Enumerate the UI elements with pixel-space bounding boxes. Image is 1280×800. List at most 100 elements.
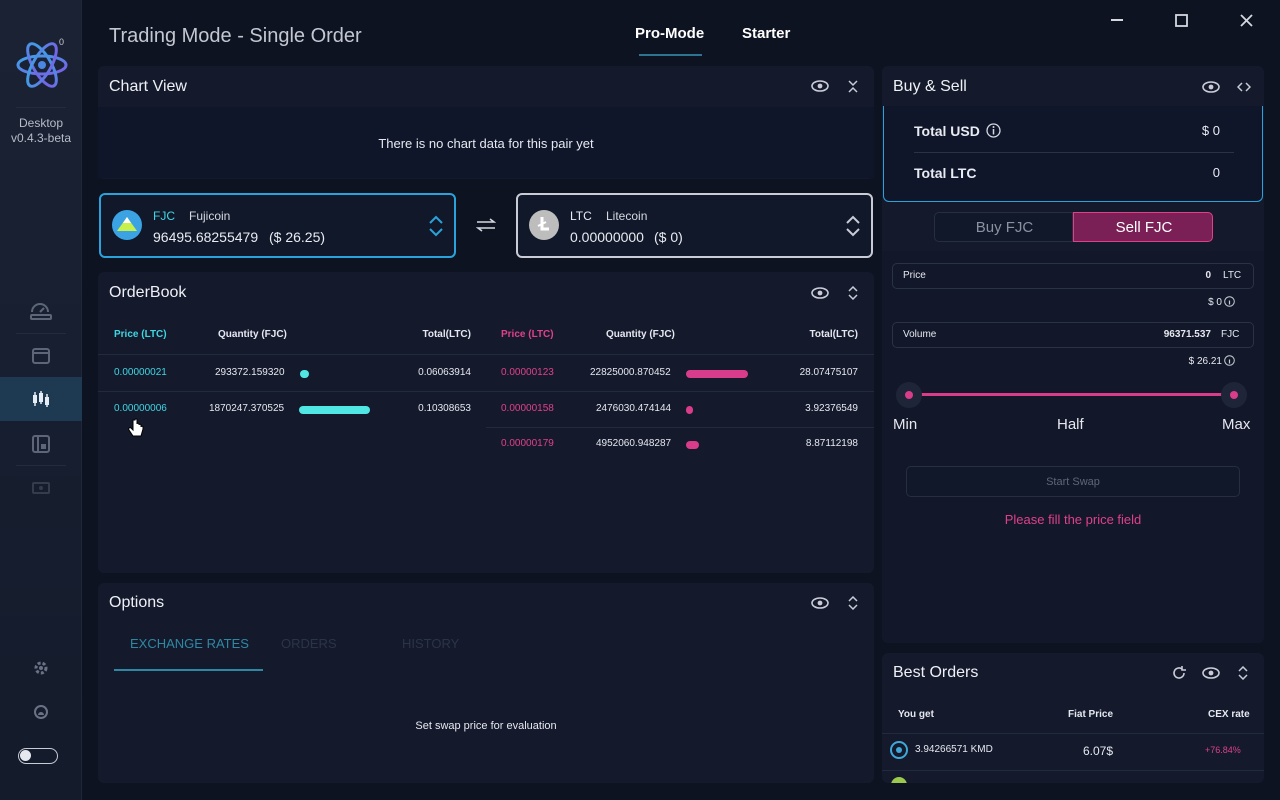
sell-tab-button[interactable]: Sell FJC: [1073, 212, 1213, 242]
code-arrows-icon[interactable]: [1237, 82, 1251, 92]
tab-starter[interactable]: Starter: [742, 25, 791, 42]
bid-quantity: 293372.159320: [215, 367, 285, 378]
sidebar-item-settings[interactable]: [0, 646, 82, 690]
price-input[interactable]: Price 0 LTC: [892, 263, 1254, 289]
base-balance: 96495.68255479: [153, 229, 259, 245]
ask-quantity: 22825000.870452: [590, 367, 671, 378]
sidebar-item-news[interactable]: [0, 466, 82, 510]
bid-row[interactable]: 0.00000006 1870247.370525 0.10308653: [98, 392, 486, 428]
bids-price-header[interactable]: Price (LTC): [114, 329, 167, 340]
ask-row[interactable]: 0.00000123 22825000.870452 28.07475107: [486, 356, 874, 392]
ask-price: 0.00000123: [501, 367, 554, 378]
expand-collapse-icon[interactable]: [848, 596, 858, 610]
close-button[interactable]: [1240, 14, 1253, 30]
info-icon[interactable]: [1224, 355, 1235, 366]
order-amount: 3.94266571 KMD: [915, 744, 993, 755]
asks-total-header[interactable]: Total(LTC): [809, 329, 858, 340]
volume-unit: FJC: [1221, 329, 1240, 340]
slider-min-label[interactable]: Min: [893, 416, 918, 433]
bid-total: 0.10308653: [418, 403, 471, 414]
order-cex-rate: +76.84%: [1205, 745, 1241, 755]
ask-depth-bar: [686, 406, 693, 414]
sidebar-item-wallet[interactable]: [0, 334, 82, 378]
best-order-row[interactable]: 3.94266571 KMD 6.07$ +76.84%: [882, 734, 1264, 770]
expand-collapse-icon[interactable]: [1238, 666, 1248, 680]
sidebar-item-support[interactable]: [0, 690, 82, 734]
info-icon[interactable]: [1224, 296, 1235, 307]
total-ltc-value: 0: [1212, 165, 1220, 180]
swap-chevrons-icon: [429, 215, 443, 237]
eye-icon[interactable]: [811, 597, 829, 609]
active-tab-indicator: [639, 54, 702, 56]
price-unit: LTC: [1223, 270, 1242, 281]
minimize-button[interactable]: [1111, 10, 1123, 26]
buy-tab-button[interactable]: Buy FJC: [934, 212, 1073, 242]
ask-row[interactable]: 0.00000158 2476030.474144 3.92376549: [486, 392, 874, 428]
eye-icon[interactable]: [1202, 667, 1220, 679]
swap-pair-icon[interactable]: [476, 218, 496, 232]
volume-slider-track[interactable]: [912, 393, 1234, 396]
ask-quantity: 2476030.474144: [596, 403, 672, 414]
refresh-icon[interactable]: [1172, 666, 1186, 680]
base-fiat: ($ 26.25): [269, 229, 326, 245]
tab-orders[interactable]: ORDERS: [281, 636, 337, 651]
start-swap-button[interactable]: Start Swap: [906, 466, 1240, 497]
sidebar-item-addressbook[interactable]: [0, 422, 82, 466]
notification-badge[interactable]: 0: [59, 37, 65, 47]
ask-price: 0.00000158: [501, 403, 554, 414]
best-orders-panel: Best Orders You get Fiat Price CEX rate …: [882, 653, 1264, 783]
komodo-icon: [890, 741, 908, 759]
tab-history[interactable]: HISTORY: [402, 636, 460, 651]
asks-quantity-header[interactable]: Quantity (FJC): [606, 329, 675, 340]
slider-max-handle[interactable]: [1221, 382, 1247, 408]
theme-toggle[interactable]: [18, 748, 58, 764]
ask-row[interactable]: 0.00000179 4952060.948287 8.87112198: [486, 428, 874, 464]
bids-total-header[interactable]: Total(LTC): [422, 329, 471, 340]
expand-collapse-icon[interactable]: [848, 286, 858, 300]
base-ticker: FJC: [153, 209, 175, 223]
you-get-header[interactable]: You get: [898, 709, 934, 720]
total-usd-value: $ 0: [1201, 123, 1220, 138]
tab-pro-mode[interactable]: Pro-Mode: [635, 25, 705, 42]
rel-ticker: LTC: [570, 209, 592, 223]
sidebar-item-dashboard[interactable]: [0, 290, 82, 334]
tab-exchange-rates[interactable]: EXCHANGE RATES: [130, 636, 249, 651]
price-fiat: $ 0: [1208, 297, 1222, 308]
base-coin-selector[interactable]: FJC Fujicoin 96495.68255479 ($ 26.25): [99, 193, 456, 258]
sidebar-item-dex[interactable]: [0, 377, 82, 421]
ask-depth-bar: [686, 370, 748, 378]
fujicoin-icon: [112, 210, 142, 240]
volume-label: Volume: [903, 329, 937, 340]
bids-quantity-header[interactable]: Quantity (FJC): [218, 329, 287, 340]
collapse-icon[interactable]: [848, 80, 858, 93]
info-icon[interactable]: [986, 123, 1001, 138]
bid-quantity: 1870247.370525: [209, 403, 285, 414]
bid-total: 0.06063914: [418, 367, 471, 378]
eye-icon[interactable]: [1202, 81, 1220, 93]
ask-total: 8.87112198: [805, 438, 858, 449]
total-usd-label: Total USD: [914, 123, 980, 139]
slider-half-label[interactable]: Half: [1057, 416, 1084, 433]
maximize-button[interactable]: [1175, 14, 1188, 30]
eye-icon[interactable]: [811, 80, 829, 92]
asks-price-header[interactable]: Price (LTC): [501, 329, 554, 340]
slider-min-handle[interactable]: [896, 382, 922, 408]
addressbook-icon: [32, 435, 50, 453]
fiat-price-header[interactable]: Fiat Price: [1068, 709, 1114, 720]
buy-sell-panel: Buy & Sell Total USD $ 0 Total LTC 0 Buy…: [882, 66, 1264, 643]
ask-depth-bar: [686, 441, 699, 449]
swap-chevrons-icon: [846, 215, 860, 237]
order-fiat: 6.07$: [1083, 744, 1114, 758]
options-panel: Options EXCHANGE RATES ORDERS HISTORY Se…: [98, 583, 874, 783]
eye-icon[interactable]: [811, 287, 829, 299]
rel-coin-selector[interactable]: LTC Litecoin 0.00000000 ($ 0): [516, 193, 873, 258]
bid-depth-bar: [300, 370, 309, 378]
chart-view-panel: Chart View There is no chart data for th…: [98, 66, 874, 179]
slider-max-label[interactable]: Max: [1222, 416, 1251, 433]
volume-input[interactable]: Volume 96371.537 FJC: [892, 322, 1254, 348]
bid-row[interactable]: 0.00000021 293372.159320 0.06063914: [98, 356, 486, 392]
orderbook-panel: OrderBook Price (LTC) Quantity (FJC) Tot…: [98, 272, 874, 573]
cex-rate-header[interactable]: CEX rate: [1208, 709, 1250, 720]
minimize-icon: [1111, 19, 1123, 21]
app-version: v0.4.3-beta: [10, 131, 72, 145]
